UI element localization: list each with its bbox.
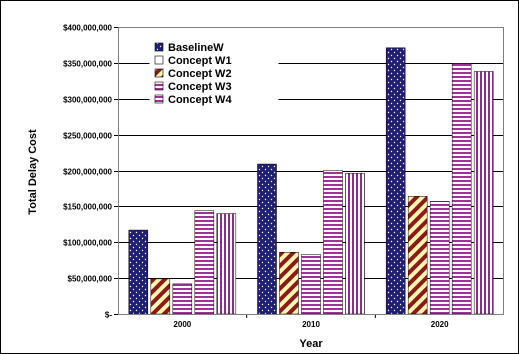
legend-swatch: [154, 94, 164, 104]
bar-concept-w2-2010: [279, 252, 299, 315]
legend-label: Concept W4: [168, 94, 232, 106]
y-tick-label: $-: [105, 311, 112, 320]
bar-concept-w4-2020: [451, 63, 472, 315]
x-tick-labels: 2000 2010 2020: [173, 320, 449, 329]
y-tick-label: $400,000,000: [63, 24, 112, 33]
legend-swatch: [154, 81, 164, 91]
bar-concept-w2-2000: [150, 278, 171, 315]
x-axis-title: Year: [299, 338, 323, 350]
legend-swatch: [154, 68, 164, 78]
x-tick-label: 2020: [431, 320, 449, 329]
legend-label: Concept W2: [168, 68, 232, 80]
bar-concept-w3-2000: [172, 283, 193, 315]
legend-label: BaselineW: [168, 42, 224, 54]
y-tick-label: $150,000,000: [63, 203, 112, 212]
legend-swatch: [154, 55, 164, 65]
bar-baselinew-2000: [128, 229, 149, 315]
bar-series-5-2010: [345, 173, 365, 315]
y-tick-label: $200,000,000: [63, 168, 112, 177]
bar-concept-w3-2020: [429, 201, 450, 315]
legend-box: [149, 37, 279, 110]
bar-concept-w2-2020: [407, 196, 428, 315]
legend-swatch: [154, 42, 164, 52]
bar-concept-w4-2010: [323, 170, 343, 315]
y-axis-title: Total Delay Cost: [27, 129, 39, 215]
bar-concept-w4-2000: [194, 210, 215, 315]
bar-baselinew-2020: [385, 47, 406, 315]
y-tick-label: $250,000,000: [63, 132, 112, 141]
y-tick-labels: $- $50,000,000 $100,000,000 $150,000,000 $20…: [63, 24, 112, 320]
bar-series-5-2000: [216, 213, 237, 315]
legend-label: Concept W1: [168, 55, 232, 67]
bar-series-5-2020: [473, 71, 494, 315]
plot-area-border: [118, 27, 504, 315]
y-tick-label: $300,000,000: [63, 96, 112, 105]
y-tick-label: $50,000,000: [68, 275, 113, 284]
y-tick-label: $100,000,000: [63, 239, 112, 248]
legend-label: Concept W3: [168, 81, 232, 93]
x-tick-label: 2010: [302, 320, 320, 329]
bars: [128, 47, 494, 315]
y-tick-label: $350,000,000: [63, 60, 112, 69]
bar-concept-w3-2010: [301, 254, 321, 315]
x-tick-label: 2000: [173, 320, 191, 329]
bar-baselinew-2010: [257, 163, 277, 315]
